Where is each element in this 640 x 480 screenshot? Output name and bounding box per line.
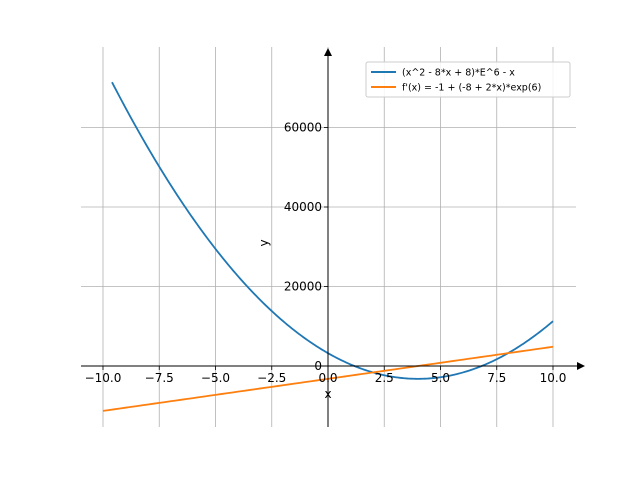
y-tick-label: 20000 xyxy=(284,280,322,294)
y-axis-label: y xyxy=(257,239,271,246)
x-tick-label: 7.5 xyxy=(487,371,506,385)
x-tick-label: −7.5 xyxy=(145,371,174,385)
axes xyxy=(81,48,585,427)
x-tick-label: 2.5 xyxy=(375,371,394,385)
x-tick-label: −5.0 xyxy=(201,371,230,385)
y-tick-label: 60000 xyxy=(284,121,322,135)
x-axis-label: x xyxy=(324,387,331,401)
x-tick-label: 5.0 xyxy=(431,371,450,385)
y-tick-label: 40000 xyxy=(284,200,322,214)
y-tick-label: 0 xyxy=(314,359,322,373)
legend: (x^2 - 8*x + 8)*E^6 - x f'(x) = -1 + (-8… xyxy=(365,61,571,98)
x-axis-arrow xyxy=(577,362,585,370)
ticks: −10.0 −7.5 −5.0 −2.5 0.0 2.5 5.0 7.5 10.0 0 20000 4… xyxy=(85,121,567,386)
legend-label-series-1: (x^2 - 8*x + 8)*E^6 - x xyxy=(402,68,515,79)
legend-frame xyxy=(365,61,571,98)
x-tick-label: −10.0 xyxy=(85,371,122,385)
y-axis-arrow xyxy=(324,48,332,56)
x-tick-label: 0.0 xyxy=(318,371,337,385)
series-line-1 xyxy=(111,81,554,380)
legend-label-series-2: f'(x) = -1 + (-8 + 2*x)*exp(6) xyxy=(402,83,541,94)
x-tick-label: 10.0 xyxy=(540,371,567,385)
x-tick-label: −2.5 xyxy=(257,371,286,385)
